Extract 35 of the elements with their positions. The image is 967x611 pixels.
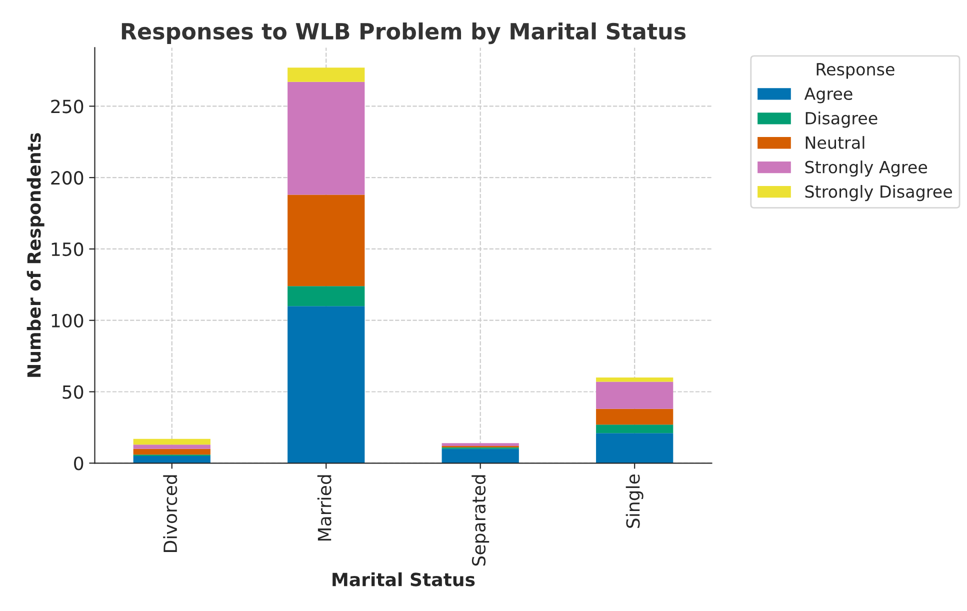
x-tick-label: Separated xyxy=(472,475,490,566)
x-tick-label: Married xyxy=(317,475,332,541)
bar xyxy=(133,456,210,464)
bar xyxy=(288,68,365,82)
bar xyxy=(596,377,674,382)
bar xyxy=(596,408,674,425)
y-tick-label: 50 xyxy=(62,385,84,399)
legend-label: Strongly Agree xyxy=(805,160,928,177)
bar xyxy=(288,286,365,306)
legend-label: Agree xyxy=(804,88,852,104)
y-tick-label: 0 xyxy=(74,456,84,470)
bar xyxy=(133,438,210,445)
legend-label: Disagree xyxy=(806,112,878,128)
legend-label: Strongly Disagree xyxy=(805,184,952,202)
x-tick-label: Single xyxy=(626,474,644,528)
x-tick-label: Divorced xyxy=(163,475,178,552)
bar xyxy=(596,382,674,409)
y-axis-title: Number of Respondents xyxy=(26,133,44,377)
x-axis-title: Marital Status xyxy=(332,572,475,586)
bar xyxy=(596,424,674,434)
y-tick-label: 100 xyxy=(52,314,84,328)
bar xyxy=(288,194,365,286)
bar xyxy=(288,82,365,195)
bar xyxy=(596,433,674,464)
y-tick-label: 250 xyxy=(51,100,84,114)
y-tick-label: 150 xyxy=(52,242,84,256)
chart-title: Responses to WLB Problem by Marital Status xyxy=(122,22,686,44)
legend-label: Neutral xyxy=(806,136,864,149)
bar xyxy=(288,306,365,464)
y-tick-label: 200 xyxy=(51,171,84,185)
bar xyxy=(442,443,519,446)
bar xyxy=(442,448,519,464)
bar xyxy=(133,448,210,455)
legend-title: Response xyxy=(816,63,894,79)
bar xyxy=(133,444,210,449)
